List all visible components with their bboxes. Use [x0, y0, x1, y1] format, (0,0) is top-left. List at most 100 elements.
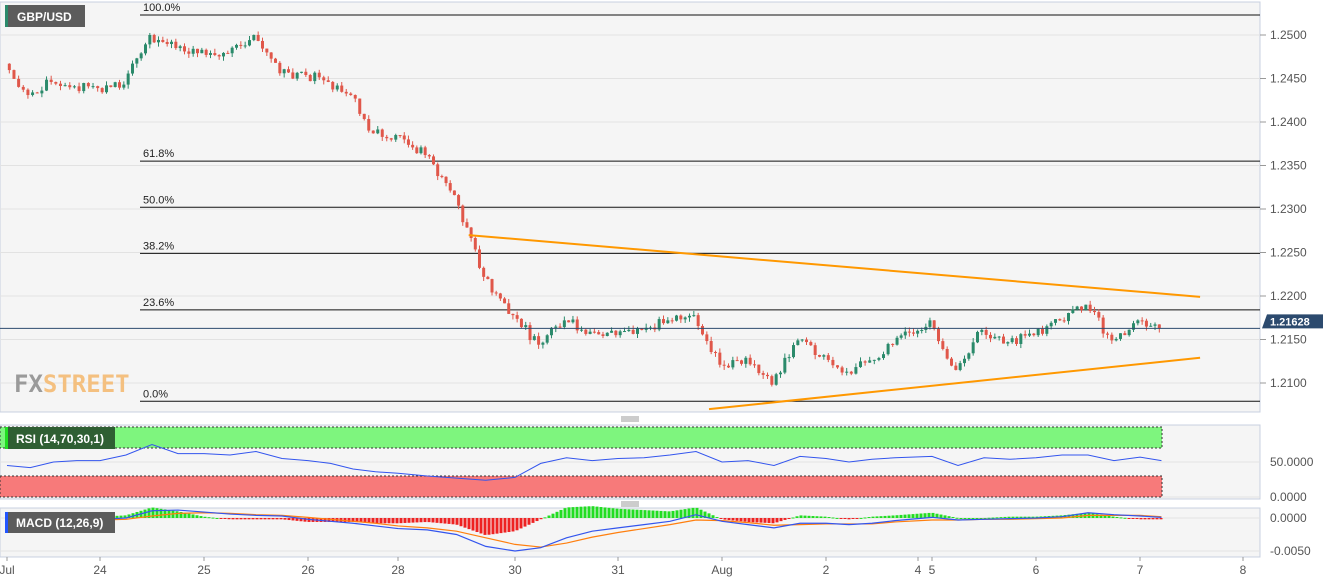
macd-histogram-bar [923, 513, 927, 518]
candle-body [984, 329, 988, 335]
macd-histogram-bar [759, 518, 763, 523]
candle-body [813, 345, 817, 355]
candle-body [282, 69, 286, 74]
candle-body [419, 147, 423, 154]
macd-histogram-bar [411, 518, 415, 523]
x-tick-label: 2 [823, 563, 830, 577]
candle-body [444, 176, 448, 184]
macd-histogram-bar [699, 509, 703, 518]
macd-histogram-bar [1023, 516, 1027, 518]
candle-body [170, 41, 173, 45]
candle-body [761, 373, 765, 375]
candle-body [209, 53, 212, 55]
candle-body [800, 339, 804, 341]
macd-histogram-bar [683, 509, 687, 518]
macd-histogram-bar [487, 518, 491, 535]
macd-histogram-bar [123, 515, 127, 518]
macd-histogram-bar [459, 518, 463, 527]
macd-histogram-bar [591, 506, 595, 518]
macd-histogram-bar [351, 518, 355, 522]
rsi-tick-label: 50.0000 [1270, 455, 1314, 469]
macd-histogram-bar [851, 518, 855, 519]
candle-body [662, 319, 665, 324]
candle-body [49, 79, 53, 82]
candle-body [139, 53, 143, 59]
candle-body [45, 79, 49, 91]
candle-body [486, 276, 490, 280]
candle-body [688, 315, 691, 318]
candle-body [562, 320, 566, 328]
candle-body [200, 49, 204, 54]
macd-histogram-bar [547, 515, 551, 518]
candle-body [809, 342, 813, 346]
macd-histogram-bar [971, 518, 975, 519]
candle-body [899, 335, 903, 338]
candle-body [54, 81, 58, 84]
macd-histogram-bar [703, 511, 707, 518]
candle-body [1006, 342, 1010, 344]
macd-histogram-bar [271, 518, 275, 520]
macd-histogram-bar [799, 515, 803, 518]
candle-body [40, 90, 44, 94]
candle-body [82, 83, 86, 92]
x-tick-label: 7 [1137, 563, 1144, 577]
candle-body [503, 298, 507, 304]
macd-histogram-bar [223, 518, 227, 519]
candle-body [783, 357, 787, 373]
macd-histogram-bar [1019, 516, 1023, 518]
macd-histogram-bar [395, 518, 399, 524]
candle-body [670, 320, 674, 322]
macd-histogram-bar [1027, 516, 1031, 518]
macd-histogram-bar [803, 515, 807, 518]
last-price-value: 1.21628 [1270, 316, 1310, 328]
macd-histogram-bar [191, 514, 195, 518]
panel-resize-handle[interactable] [621, 501, 639, 507]
panel-resize-handle[interactable] [621, 416, 639, 422]
macd-histogram-bar [355, 518, 359, 523]
candle-body [157, 39, 160, 43]
candle-body [740, 360, 743, 364]
candle-body [100, 88, 104, 93]
macd-histogram-bar [215, 518, 219, 519]
macd-histogram-bar [639, 509, 643, 518]
candle-body [96, 86, 100, 89]
macd-histogram-bar [279, 518, 283, 520]
candle-body [300, 71, 303, 73]
candle-body [1036, 328, 1040, 336]
rsi-label[interactable]: RSI (14,70,30,1) [5, 427, 115, 449]
candle-body [614, 330, 618, 336]
candle-body [152, 35, 156, 43]
candle-body [567, 320, 571, 323]
macd-histogram-bar [583, 506, 587, 518]
candle-body [515, 315, 519, 319]
candle-body [963, 358, 966, 364]
candle-body [243, 45, 247, 47]
macd-label[interactable]: MACD (12,26,9) [5, 512, 115, 533]
candle-body [380, 129, 384, 137]
candle-body [549, 327, 553, 336]
macd-histogram-bar [999, 517, 1003, 519]
macd-histogram-bar [815, 516, 819, 518]
macd-histogram-bar [267, 518, 271, 520]
macd-histogram-bar [883, 515, 887, 518]
macd-histogram-bar [1035, 516, 1039, 518]
macd-histogram-bar [795, 516, 799, 518]
candle-body [406, 139, 410, 145]
macd-histogram-bar [303, 518, 307, 522]
fib-level-label: 38.2% [143, 240, 174, 252]
candle-body [1088, 304, 1092, 311]
candle-body [432, 156, 436, 165]
candle-body [766, 374, 769, 377]
macd-histogram-bar [467, 518, 471, 530]
candle-body [718, 352, 722, 365]
trendlines[interactable] [468, 234, 1201, 411]
candle-body [1140, 320, 1144, 322]
candle-body [148, 35, 152, 45]
macd-histogram-bar [811, 516, 815, 518]
macd-histogram-bar [887, 515, 891, 518]
macd-histogram-bar [499, 518, 503, 534]
fib-level-label: 61.8% [143, 148, 174, 160]
x-tick-label: 26 [301, 563, 315, 577]
candle-body [436, 164, 440, 177]
